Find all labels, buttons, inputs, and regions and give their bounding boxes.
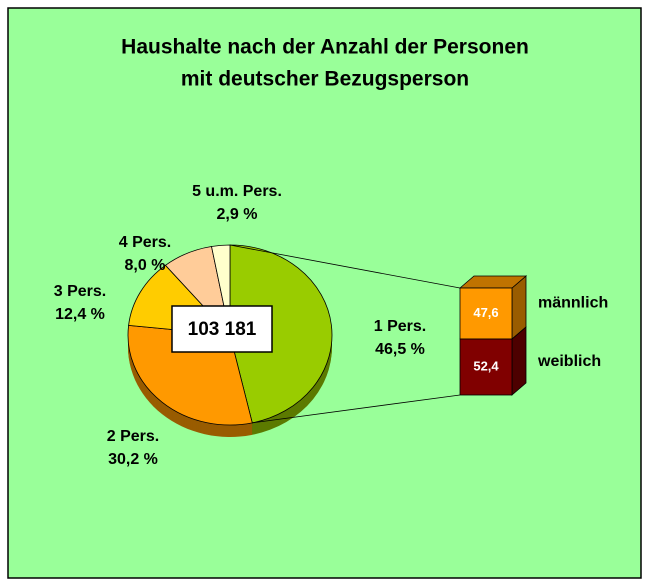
center-label: 103 181 [188,319,257,340]
slice-value-label: 2,9 % [217,206,258,223]
slice-value-label: 30,2 % [108,451,158,468]
bar-value-label: 47,6 [473,305,498,320]
bar-segment [459,287,513,340]
slice-label: 1 Pers. [374,318,426,335]
slice-value-label: 12,4 % [55,306,105,323]
slice-label: 4 Pers. [119,234,171,251]
connector [252,394,461,424]
bar-segment [459,338,513,396]
slice-label: 3 Pers. [54,283,106,300]
center-box [171,305,273,353]
chart-title: Haushalte nach der Anzahl der Personen [121,36,529,59]
slice-label: 5 u.m. Pers. [192,183,282,200]
slice-value-label: 46,5 % [375,341,425,358]
slice-value-label: 8,0 % [125,257,166,274]
slice-label: 2 Pers. [107,428,159,445]
chart-background [7,7,642,579]
pie-slice [229,244,333,424]
bar-category-label: weiblich [537,353,601,370]
bar-value-label: 52,4 [473,358,499,373]
connector [229,244,461,289]
bar-category-label: männlich [538,295,608,312]
chart-title: mit deutscher Bezugsperson [181,68,469,91]
